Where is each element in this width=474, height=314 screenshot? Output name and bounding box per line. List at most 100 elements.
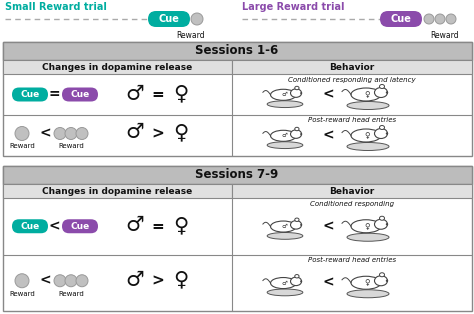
- Text: ♀: ♀: [173, 270, 189, 290]
- Circle shape: [446, 14, 456, 24]
- Ellipse shape: [347, 233, 389, 241]
- Text: ♀: ♀: [173, 215, 189, 235]
- Text: <: <: [322, 88, 334, 101]
- Circle shape: [191, 13, 203, 25]
- Text: Changes in dopamine release: Changes in dopamine release: [42, 62, 192, 72]
- Text: Conditioned responding and latency: Conditioned responding and latency: [288, 77, 416, 83]
- Text: Changes in dopamine release: Changes in dopamine release: [42, 187, 192, 196]
- Ellipse shape: [351, 129, 381, 142]
- Circle shape: [54, 275, 66, 287]
- FancyBboxPatch shape: [12, 88, 48, 101]
- Circle shape: [386, 91, 388, 94]
- FancyBboxPatch shape: [62, 88, 98, 101]
- Circle shape: [386, 223, 388, 225]
- Bar: [3, 184, 232, 198]
- Text: Reward: Reward: [9, 143, 35, 149]
- FancyBboxPatch shape: [380, 11, 422, 27]
- Text: ♀: ♀: [364, 90, 370, 99]
- Ellipse shape: [271, 221, 296, 232]
- Circle shape: [65, 275, 77, 287]
- Ellipse shape: [291, 89, 301, 97]
- Circle shape: [65, 127, 77, 139]
- Ellipse shape: [267, 289, 303, 296]
- Text: Cue: Cue: [391, 14, 411, 24]
- Ellipse shape: [374, 219, 388, 229]
- Text: Cue: Cue: [20, 90, 40, 99]
- Text: Reward: Reward: [431, 31, 459, 40]
- Text: Cue: Cue: [20, 222, 40, 231]
- Text: Conditioned responding: Conditioned responding: [310, 201, 394, 207]
- Text: Behavior: Behavior: [329, 62, 374, 72]
- Ellipse shape: [380, 216, 384, 220]
- Text: Reward: Reward: [58, 291, 84, 297]
- Text: Post-reward head entries: Post-reward head entries: [308, 257, 396, 263]
- Ellipse shape: [374, 88, 388, 98]
- Ellipse shape: [267, 101, 303, 108]
- Ellipse shape: [295, 127, 299, 131]
- Bar: [3, 42, 472, 156]
- Text: Behavior: Behavior: [329, 187, 374, 196]
- Ellipse shape: [267, 232, 303, 239]
- Bar: [232, 60, 472, 74]
- Text: Cue: Cue: [70, 222, 90, 231]
- Ellipse shape: [347, 101, 389, 110]
- Ellipse shape: [267, 142, 303, 149]
- Text: ♂: ♂: [281, 280, 287, 285]
- Ellipse shape: [291, 277, 301, 286]
- Circle shape: [300, 280, 302, 282]
- Circle shape: [300, 133, 302, 135]
- Ellipse shape: [271, 89, 296, 100]
- Ellipse shape: [295, 274, 299, 278]
- Text: Cue: Cue: [70, 90, 90, 99]
- Text: <: <: [322, 219, 334, 233]
- Text: ♂: ♂: [126, 270, 145, 290]
- Text: Post-reward head entries: Post-reward head entries: [308, 117, 396, 123]
- Ellipse shape: [374, 276, 388, 286]
- Text: Reward: Reward: [58, 143, 84, 149]
- Ellipse shape: [347, 290, 389, 298]
- Bar: [3, 166, 472, 184]
- Ellipse shape: [271, 130, 296, 141]
- Text: Reward: Reward: [9, 291, 35, 297]
- Text: ♂: ♂: [126, 215, 145, 235]
- Circle shape: [15, 274, 29, 288]
- Ellipse shape: [380, 126, 384, 129]
- Text: =: =: [152, 87, 164, 102]
- Circle shape: [76, 127, 88, 139]
- Ellipse shape: [271, 278, 296, 289]
- Ellipse shape: [347, 143, 389, 150]
- Text: =: =: [48, 88, 60, 101]
- Circle shape: [300, 92, 302, 94]
- Text: Cue: Cue: [159, 14, 180, 24]
- Circle shape: [424, 14, 434, 24]
- FancyBboxPatch shape: [12, 219, 48, 233]
- Bar: [3, 60, 232, 74]
- Ellipse shape: [380, 273, 384, 277]
- Text: Small Reward trial: Small Reward trial: [5, 2, 107, 12]
- Ellipse shape: [291, 221, 301, 229]
- Text: <: <: [39, 274, 51, 288]
- FancyBboxPatch shape: [148, 11, 190, 27]
- Text: ♀: ♀: [364, 278, 370, 287]
- Circle shape: [386, 132, 388, 135]
- Text: <: <: [39, 127, 51, 140]
- Text: ♀: ♀: [173, 122, 189, 143]
- Bar: [232, 184, 472, 198]
- Ellipse shape: [351, 276, 381, 289]
- Text: ♀: ♀: [173, 84, 189, 104]
- Text: <: <: [322, 276, 334, 290]
- Text: Large Reward trial: Large Reward trial: [242, 2, 345, 12]
- Ellipse shape: [351, 220, 381, 233]
- Text: ♀: ♀: [364, 222, 370, 231]
- Text: ♂: ♂: [281, 133, 287, 138]
- Text: ♂: ♂: [281, 92, 287, 97]
- Ellipse shape: [295, 218, 299, 221]
- Circle shape: [300, 224, 302, 226]
- Text: ♀: ♀: [364, 131, 370, 140]
- Text: >: >: [152, 126, 164, 141]
- Text: Sessions 1-6: Sessions 1-6: [195, 45, 279, 57]
- Bar: [3, 166, 472, 311]
- Bar: [3, 42, 472, 60]
- Circle shape: [386, 279, 388, 282]
- Text: Reward: Reward: [177, 31, 205, 40]
